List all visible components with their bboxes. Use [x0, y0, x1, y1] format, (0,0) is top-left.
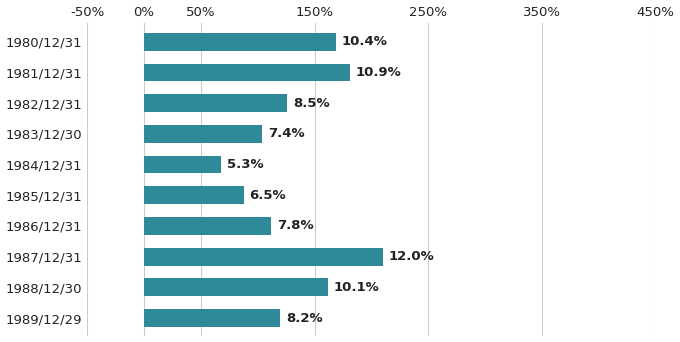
Bar: [144, 217, 271, 235]
Text: 12.0%: 12.0%: [389, 250, 435, 263]
Bar: [144, 309, 280, 327]
Bar: [144, 64, 350, 81]
Text: 7.8%: 7.8%: [277, 220, 313, 233]
Text: 10.9%: 10.9%: [356, 66, 402, 79]
Text: 10.1%: 10.1%: [333, 281, 379, 294]
Bar: [144, 278, 328, 296]
Bar: [144, 94, 288, 112]
Bar: [144, 33, 336, 51]
Text: 6.5%: 6.5%: [250, 189, 286, 202]
Text: 7.4%: 7.4%: [268, 128, 305, 141]
Bar: [144, 125, 262, 143]
Bar: [144, 156, 221, 173]
Text: 8.5%: 8.5%: [293, 97, 330, 110]
Bar: [144, 248, 384, 265]
Bar: [144, 186, 243, 204]
Text: 5.3%: 5.3%: [226, 158, 263, 171]
Text: 8.2%: 8.2%: [286, 312, 322, 325]
Text: 10.4%: 10.4%: [342, 35, 388, 48]
